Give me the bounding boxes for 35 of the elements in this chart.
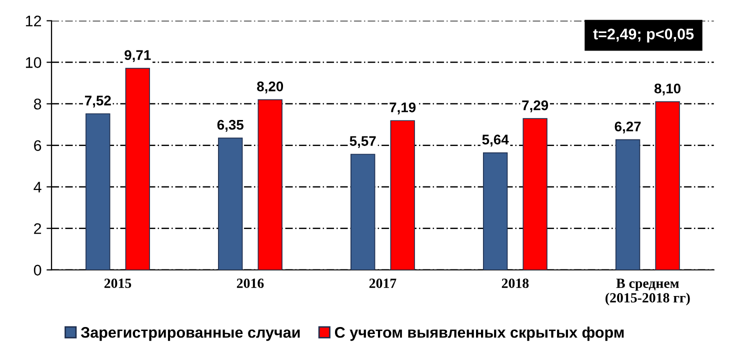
y-tick-label: 10 bbox=[26, 57, 42, 68]
legend-label: С учетом выявленных скрытых форм bbox=[334, 326, 624, 341]
annotation: t=2,49; p<0,05 bbox=[593, 28, 694, 42]
bar bbox=[615, 139, 640, 270]
bar bbox=[86, 113, 110, 270]
x-tick-label: 2016 bbox=[236, 278, 264, 288]
data-label: 7,19 bbox=[390, 102, 416, 114]
bar bbox=[482, 152, 508, 270]
bar bbox=[258, 99, 282, 270]
legend-label: Зарегистрированные случаи bbox=[80, 327, 300, 341]
data-label: 8,20 bbox=[257, 82, 284, 94]
x-tick-label: 2017 bbox=[369, 278, 396, 288]
bar bbox=[350, 154, 376, 270]
data-label: 7,52 bbox=[84, 96, 111, 108]
y-tick-label: 12 bbox=[26, 16, 42, 26]
bar bbox=[522, 118, 548, 270]
y-tick-label: 0 bbox=[34, 264, 42, 276]
y-tick-label: 2 bbox=[34, 223, 42, 234]
y-tick-label: 8 bbox=[34, 98, 42, 110]
y-tick-label: 4 bbox=[34, 182, 42, 192]
data-label: 6,27 bbox=[614, 122, 641, 134]
bar bbox=[125, 68, 150, 270]
y-tick-label: 6 bbox=[34, 140, 42, 152]
data-label: 7,29 bbox=[522, 100, 548, 112]
data-label: 9,71 bbox=[124, 50, 151, 62]
x-tick-label: 2018 bbox=[502, 278, 529, 288]
data-label: 6,35 bbox=[217, 120, 244, 132]
data-label: 5,57 bbox=[350, 136, 376, 148]
bar bbox=[655, 101, 680, 270]
bar bbox=[218, 138, 243, 270]
data-label: 5,64 bbox=[482, 134, 509, 147]
x-tick-label: В среднем (2015-2018 гг) bbox=[606, 278, 690, 306]
data-label: 8,10 bbox=[654, 84, 680, 96]
bar bbox=[390, 120, 415, 270]
x-tick-label: 2015 bbox=[104, 278, 132, 288]
